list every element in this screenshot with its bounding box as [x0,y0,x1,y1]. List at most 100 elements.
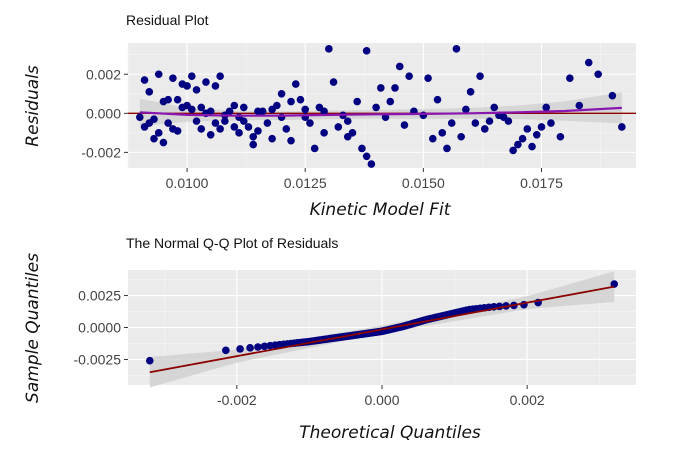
residual-point [334,123,343,131]
residual-point [532,130,541,139]
residual-point [618,123,626,131]
qq-tick-label-y: 0.0025 [78,288,121,304]
residual-point [301,105,310,114]
residual-point [584,58,593,67]
residual-point [211,82,220,90]
qq-point [222,346,230,355]
residual-point [216,125,224,133]
residual-point [490,103,499,112]
residual-point [277,89,286,98]
residual-point [608,91,617,100]
residual-tick-label-y: 0.000 [86,105,121,121]
residual-point [254,127,262,135]
residual-point [542,103,551,112]
residual-point [485,117,494,125]
qq-point [145,356,154,365]
residual-tick-label-y: -0.002 [81,144,121,160]
residual-point [320,107,328,116]
qq-plot-xlabel: Theoretical Quantiles [299,423,481,443]
qq-plot-panel: -0.002 0.000 0.002 -0.0025 0.0000 0.0025 [74,270,636,408]
residual-point [367,160,376,168]
residual-point [419,111,428,120]
residual-point [296,95,305,104]
qq-point [610,280,619,288]
residual-tick-label-x: 0.0100 [166,175,209,191]
residual-plot-panel: 0.0100 0.0125 0.0150 0.0175 -0.002 0.000 0.002 [81,43,636,191]
residual-point [537,123,546,131]
residual-point [429,134,437,143]
residual-point [504,117,513,125]
residual-point [377,84,385,92]
residual-point [173,95,182,104]
residual-point [457,132,465,141]
residual-point [514,140,522,149]
qq-point [260,342,269,351]
residual-point [310,144,319,153]
residual-point [325,45,333,53]
residual-point [235,129,243,137]
residual-point [594,70,602,79]
residual-point [306,119,314,127]
residual-plot-ylabel: Residuals [23,65,43,147]
residual-point [140,76,149,84]
residual-point [523,125,532,133]
residual-tick-label-x: 0.0125 [284,175,327,191]
qq-tick-label-x: 0.002 [510,392,545,408]
residual-point [154,129,163,137]
residual-point [518,134,527,143]
residual-point [433,95,442,104]
residual-point [239,117,248,125]
residual-point [211,119,220,127]
qq-tick-label-y: -0.0025 [74,351,122,367]
residual-point [466,88,475,96]
residual-point [216,72,224,81]
residual-point [575,101,584,110]
residual-point [556,132,565,141]
residual-point [187,105,196,114]
residual-point [273,101,281,110]
residual-point [372,103,380,112]
residual-point [169,74,177,82]
qq-tick-label-y: 0.0000 [78,320,121,336]
qq-point [236,345,244,353]
qq-point [254,343,262,351]
residual-point [566,74,574,82]
residual-point [249,132,258,141]
residual-point [258,107,267,116]
residual-point [197,103,206,112]
residual-point [528,142,536,151]
residual-point [249,140,258,149]
residual-point [136,113,144,122]
residual-point [287,97,295,106]
residual-point [291,80,300,88]
residual-point [230,123,239,131]
residual-point [362,152,371,161]
residual-point [202,78,210,86]
residual-point [405,72,413,81]
residual-point [206,130,215,139]
residual-point [192,117,201,125]
residual-point [230,101,239,110]
residual-point [282,125,291,133]
residual-plot-xlabel: Kinetic Model Fit [310,200,452,220]
residual-point [150,134,158,143]
residual-point [239,103,248,112]
residual-point [509,146,517,155]
residual-point [358,144,366,153]
residual-point [353,97,361,106]
residual-point [480,125,489,133]
residual-point [329,78,338,86]
residual-point [187,72,196,81]
residual-point [391,84,399,92]
qq-tick-label-x: -0.002 [217,392,257,408]
residual-point [244,123,253,131]
residual-point [263,119,272,127]
residual-point [164,95,172,104]
qq-plot-ylabel: Sample Quantiles [23,253,43,403]
qq-plot-title: The Normal Q-Q Plot of Residuals [126,235,338,251]
residual-point [424,74,432,82]
residual-point [471,119,480,127]
qq-reference-line [149,285,615,374]
residual-point [225,107,234,116]
